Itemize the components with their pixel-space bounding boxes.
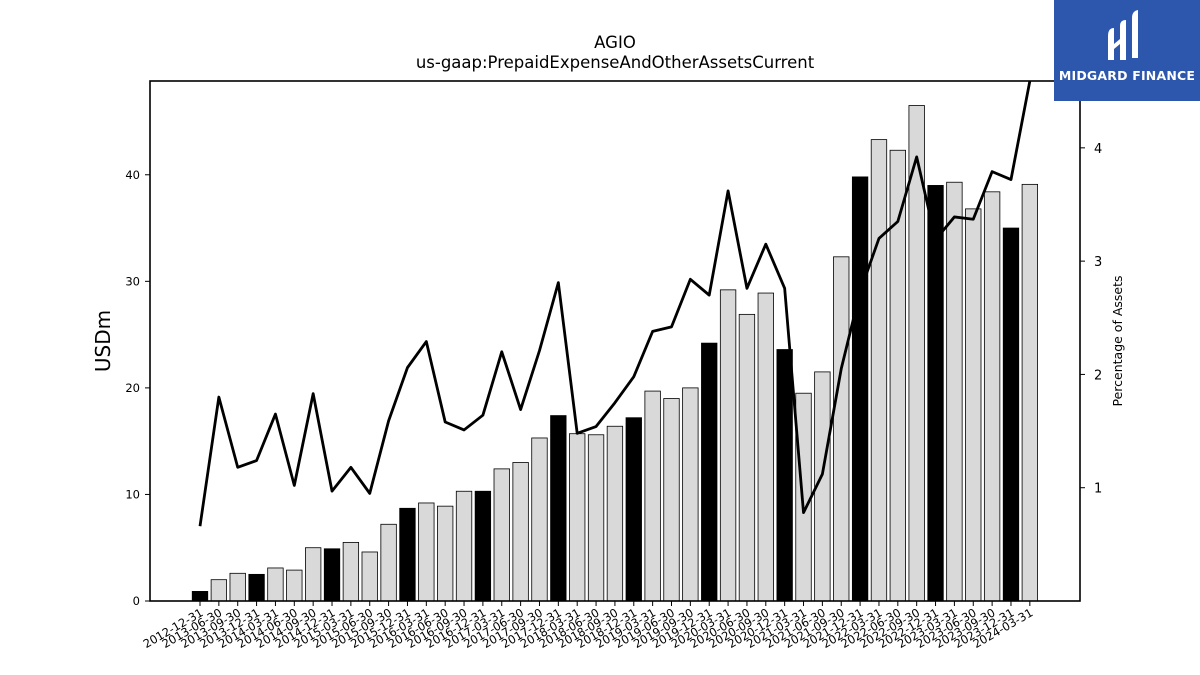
bar — [851, 176, 869, 602]
bar — [248, 573, 265, 602]
y2-tick-label: 3 — [1094, 255, 1102, 270]
y-tick-label: 20 — [125, 381, 140, 395]
y-axis-label: USDm — [91, 310, 115, 372]
bar — [493, 468, 510, 602]
bar — [701, 342, 718, 602]
bar — [757, 292, 774, 602]
bar — [927, 185, 944, 602]
y2-tick-label: 1 — [1094, 482, 1102, 497]
bar — [305, 547, 322, 602]
bar — [229, 572, 246, 602]
bar — [719, 289, 737, 602]
bar — [323, 548, 341, 602]
bar — [418, 502, 435, 602]
y2-tick-label: 4 — [1094, 142, 1102, 157]
bar — [399, 507, 416, 602]
y-tick-label: 30 — [125, 274, 140, 288]
bar-series — [191, 105, 1038, 602]
midgard-finance-logo: MIDGARD FINANCE — [1054, 0, 1200, 101]
y-tick-label: 10 — [125, 487, 140, 501]
chart-title: AGIO — [594, 33, 636, 52]
bar — [946, 181, 963, 602]
bar — [625, 417, 642, 602]
bar — [569, 433, 586, 602]
bar — [870, 139, 888, 602]
bar — [776, 349, 793, 602]
bar — [682, 387, 699, 602]
bar — [965, 208, 982, 602]
y-tick-label: 40 — [125, 168, 140, 182]
y2-axis-label: Percentage of Assets — [1110, 276, 1125, 407]
bar — [361, 551, 378, 602]
bar — [738, 313, 756, 602]
bar — [437, 505, 454, 602]
bar — [210, 579, 228, 602]
bar — [474, 490, 492, 602]
y-tick-label: 0 — [133, 594, 140, 608]
bar — [983, 191, 1001, 602]
axes: 01020304012342012-12-312013-06-302013-09… — [91, 80, 1125, 651]
chart-subtitle: us-gaap:PrepaidExpenseAndOtherAssetsCurr… — [415, 53, 815, 72]
bar — [1002, 227, 1020, 602]
bar — [644, 390, 661, 602]
bar — [191, 591, 209, 602]
line-series — [198, 80, 1032, 527]
bar — [531, 437, 548, 602]
bar — [550, 415, 567, 602]
bar — [342, 541, 360, 602]
bar — [286, 569, 303, 602]
bar — [267, 567, 284, 602]
bar — [606, 425, 624, 602]
bar — [587, 434, 605, 602]
bar — [833, 256, 850, 602]
logo-text: MIDGARD FINANCE — [1058, 68, 1196, 83]
logo-mark-icon — [1108, 10, 1138, 60]
percentage-line — [198, 80, 1032, 527]
bar — [663, 398, 680, 602]
bar — [1021, 183, 1038, 602]
bar — [380, 523, 397, 602]
bar — [455, 490, 473, 602]
y2-tick-label: 2 — [1094, 368, 1102, 383]
bar — [512, 462, 529, 602]
